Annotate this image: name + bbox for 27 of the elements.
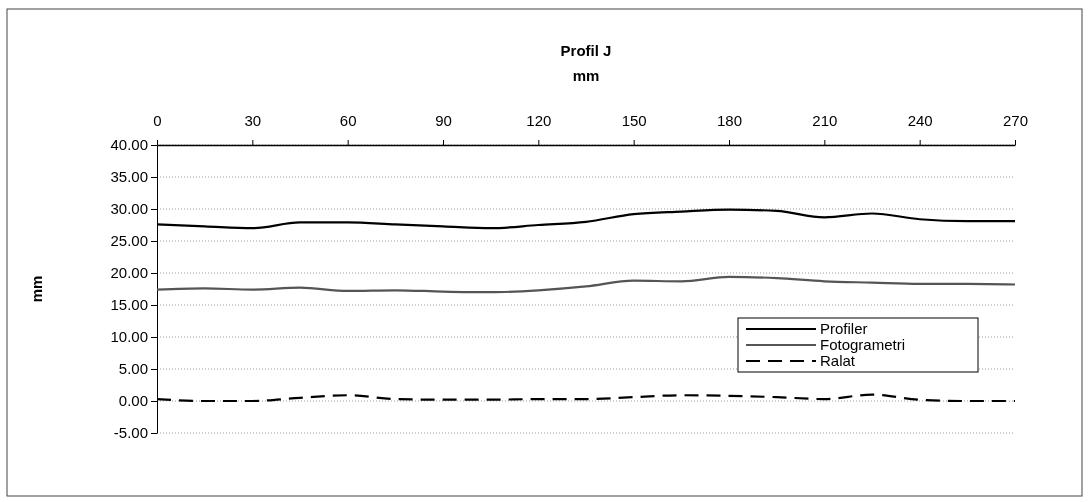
legend-label: Ralat xyxy=(820,352,856,369)
x-tick-label: 210 xyxy=(812,112,838,129)
x-tick-label: 90 xyxy=(435,112,452,129)
line-series xyxy=(155,275,1017,294)
chart-title: Profil J xyxy=(560,42,612,59)
y-tick-label: 40.00 xyxy=(110,136,148,154)
x-tick-label: 120 xyxy=(526,112,552,129)
y-tick-label: 5.00 xyxy=(118,360,148,378)
y-tick-label: 15.00 xyxy=(110,296,148,314)
y-tick-label: 35.00 xyxy=(110,168,148,186)
legend-label: Fotogrametri xyxy=(820,336,906,353)
x-axis-title: mm xyxy=(572,67,600,84)
y-tick-label: 30.00 xyxy=(110,200,148,218)
y-tick-label: -5.00 xyxy=(113,424,148,442)
x-tick-label: 30 xyxy=(244,112,262,129)
legend-label: Profiler xyxy=(820,320,868,337)
x-tick-label: 150 xyxy=(621,112,647,129)
x-tick-label: 0 xyxy=(153,112,162,129)
y-axis-title: mm xyxy=(28,275,45,303)
y-tick-label: 25.00 xyxy=(110,232,148,250)
y-tick-label: 0.00 xyxy=(118,392,148,410)
y-tick-label: 20.00 xyxy=(110,264,148,282)
x-tick-label: 240 xyxy=(907,112,933,129)
x-tick-label: 180 xyxy=(716,112,743,129)
x-tick-label: 270 xyxy=(1002,112,1029,129)
x-tick-label: 60 xyxy=(339,112,357,129)
y-tick-label: 10.00 xyxy=(110,328,148,346)
